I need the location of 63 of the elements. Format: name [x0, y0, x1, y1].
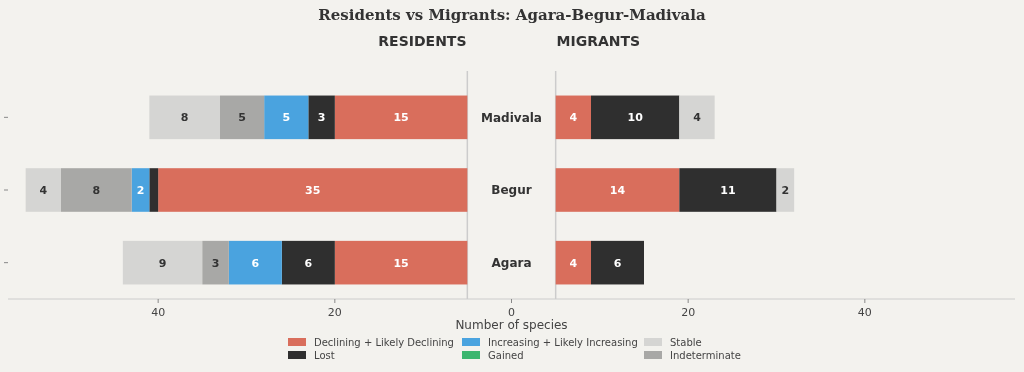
data-label: 15	[393, 256, 409, 270]
x-tick-label: 0	[508, 306, 515, 319]
bar	[308, 95, 335, 140]
data-label: 3	[211, 256, 220, 270]
y-tick-label: Madivala	[481, 110, 542, 125]
data-label: 35	[305, 183, 321, 197]
legend-label: Lost	[314, 349, 335, 361]
bar	[334, 240, 468, 285]
legend-label: Gained	[488, 349, 524, 361]
x-axis-title: Number of species	[455, 318, 568, 332]
bar	[679, 168, 777, 212]
bar	[591, 240, 644, 285]
data-label: 8	[180, 111, 189, 125]
bar	[122, 240, 203, 285]
data-label: 2	[781, 183, 790, 197]
x-tick-label: 20	[681, 306, 696, 319]
bar	[228, 240, 282, 285]
legend-label: Stable	[670, 336, 702, 348]
bar	[61, 168, 132, 212]
bar	[281, 240, 335, 285]
data-label: 8	[92, 183, 101, 197]
text: RESIDENTS	[378, 33, 467, 49]
data-label: 4	[569, 256, 578, 270]
data-label: 9	[158, 256, 167, 270]
data-label: 6	[613, 256, 622, 270]
data-label: 6	[251, 256, 260, 270]
chart-title: Residents vs Migrants: Agara-Begur-Madivala	[318, 6, 706, 24]
bar	[555, 95, 591, 140]
data-label: 2	[136, 183, 145, 197]
legend-label: Declining + Likely Declining	[314, 336, 454, 348]
bar	[202, 240, 229, 285]
bar	[555, 168, 680, 212]
data-label: 14	[609, 183, 626, 197]
bar	[776, 168, 795, 212]
legend-label: Indeterminate	[670, 349, 741, 361]
data-label: 4	[569, 111, 578, 125]
bar	[149, 168, 159, 212]
bar	[591, 95, 680, 140]
data-label: 5	[282, 111, 291, 125]
bar	[220, 95, 265, 140]
x-tick-label: 40	[857, 306, 872, 319]
bar	[334, 95, 468, 140]
x-tick-label: 20	[327, 306, 342, 319]
data-label: 11	[720, 183, 736, 197]
bar	[264, 95, 309, 140]
bar	[131, 168, 150, 212]
data-label: 3	[317, 111, 326, 125]
x-tick-label: 40	[151, 306, 166, 319]
data-label: 4	[693, 111, 702, 125]
bar	[555, 240, 591, 285]
bar	[25, 168, 61, 212]
data-label: 4	[39, 183, 48, 197]
bar	[158, 168, 468, 212]
y-tick-label: Begur	[491, 183, 532, 198]
legend-label: Increasing + Likely Increasing	[488, 336, 638, 348]
data-label: 10	[627, 111, 644, 125]
data-label: 5	[238, 111, 246, 125]
bar	[149, 95, 220, 140]
y-tick-label: Agara	[491, 255, 532, 270]
text: MIGRANTS	[556, 33, 641, 49]
data-label: 6	[304, 256, 313, 270]
bar	[679, 95, 715, 140]
data-label: 15	[393, 111, 409, 125]
